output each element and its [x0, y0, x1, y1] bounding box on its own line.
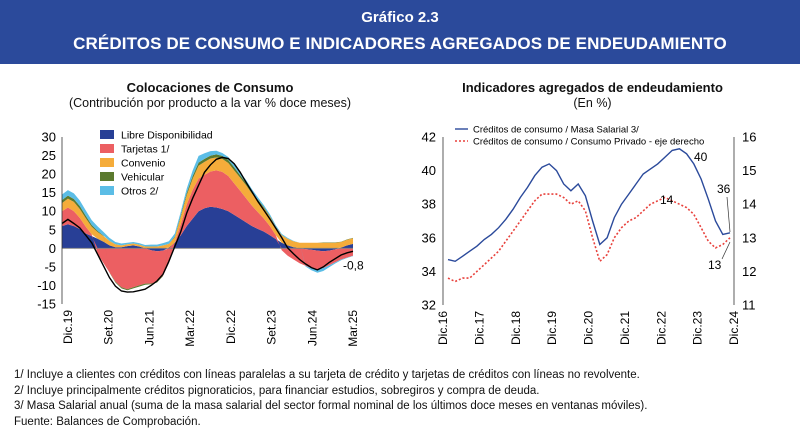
x-tick-label: Dic.19	[61, 310, 75, 344]
legend-label: Libre Disponibilidad	[121, 130, 213, 142]
footnote-source: Fuente: Balances de Comprobación.	[14, 415, 201, 428]
footnote-3: 3/ Masa Salarial anual (suma de la masa …	[14, 400, 648, 412]
chart-banner: Gráfico 2.3 CRÉDITOS DE CONSUMO E INDICA…	[0, 0, 800, 64]
x-tick-label: Jun.24	[305, 310, 319, 346]
y-tick-label: -5	[44, 259, 56, 274]
y-tick-label: 25	[42, 148, 56, 163]
footnote-2: 2/ Incluye principalmente créditos pigno…	[14, 384, 540, 397]
footnotes: 1/ Incluye a clientes con créditos con l…	[14, 368, 647, 430]
y-tick-label: 10	[42, 204, 56, 219]
y-tick-label: -15	[37, 297, 56, 312]
x-tick-label: Dic.22	[224, 310, 238, 344]
legend-label: Tarjetas 1/	[121, 144, 170, 156]
chart-main-title: CRÉDITOS DE CONSUMO E INDICADORES AGREGA…	[73, 34, 727, 53]
legend-label: Convenio	[121, 158, 166, 170]
y-tick-label: 15	[42, 185, 56, 200]
right-panel-subtitle: (En %)	[573, 96, 612, 110]
legend-label: Otros 2/	[121, 186, 158, 198]
area-series-2	[62, 170, 353, 290]
legend-swatch	[100, 130, 114, 139]
legend-swatch	[100, 144, 114, 153]
legend-swatch	[100, 172, 114, 181]
total-variation-line	[61, 156, 354, 293]
legend-label: Vehicular	[121, 172, 165, 184]
left-panel-title: Colocaciones de Consumo	[126, 80, 294, 95]
x-tick-label: Set.23	[265, 310, 279, 345]
left-panel-subtitle: (Contribución por producto a la var % do…	[68, 96, 352, 110]
chart-number: Gráfico 2.3	[361, 9, 439, 26]
area-series-1	[62, 206, 353, 252]
area-series-5	[62, 150, 353, 273]
y-tick-label: 20	[42, 167, 56, 182]
footnote-1: 1/ Incluye a clientes con créditos con l…	[14, 369, 640, 381]
y-tick-label: 5	[49, 222, 56, 237]
x-tick-label: Mar.22	[183, 310, 197, 347]
last-value-label: -0,8	[343, 258, 364, 272]
legend-swatch	[100, 186, 114, 195]
x-tick-label: Set.20	[102, 310, 116, 345]
legend-swatch	[100, 158, 114, 167]
right-panel-title: Indicadores agregados de endeudamiento	[462, 80, 723, 95]
y-tick-label: 30	[42, 130, 56, 145]
y-tick-label: 0	[49, 241, 56, 256]
x-tick-label: Mar.25	[346, 310, 360, 347]
x-tick-label: Jun.21	[142, 310, 156, 346]
y-tick-label: -10	[37, 278, 56, 293]
